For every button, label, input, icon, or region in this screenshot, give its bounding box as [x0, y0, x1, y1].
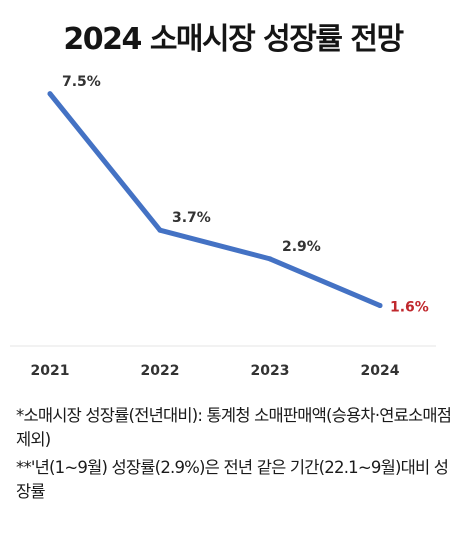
x-tick-label-2024: 2024 [361, 363, 400, 379]
data-point-2022 [157, 227, 163, 233]
data-point-2023 [267, 256, 273, 262]
line-segment-2022-2023 [157, 227, 273, 262]
x-tick-label-2021: 2021 [31, 363, 70, 379]
line-chart: 7.5% 3.7% 2.9% 1.6% 2021 2022 2023 2024 [10, 74, 436, 379]
line-segment-2021-2022 [47, 91, 163, 233]
data-label-2021: 7.5% [62, 74, 101, 90]
data-label-2023: 2.9% [282, 239, 321, 255]
data-label-2022: 3.7% [172, 210, 211, 226]
footnote-period: **'년(1~9월) 성장률(2.9%)은 전년 같은 기간(22.1~9월)대… [16, 458, 449, 501]
data-point-2021 [47, 91, 53, 97]
footnote-source: *소매시장 성장률(전년대비): 통계청 소매판매액(승용차·연료소매점 제외) [16, 406, 452, 449]
x-tick-label-2023: 2023 [251, 363, 290, 379]
data-point-2024 [377, 303, 383, 309]
chart-title: 2024 소매시장 성장률 전망 [63, 22, 404, 57]
data-label-2024: 1.6% [390, 300, 429, 316]
line-segment-2023-2024 [267, 256, 383, 309]
x-tick-label-2022: 2022 [141, 363, 180, 379]
